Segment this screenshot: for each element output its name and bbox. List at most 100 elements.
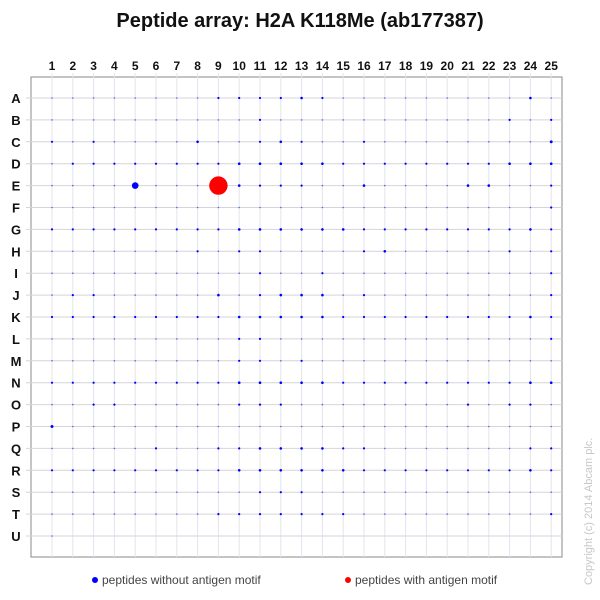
peptide-spot-L24 [529,338,532,340]
peptide-spot-E13 [300,184,303,187]
peptide-spot-L22 [488,338,490,340]
peptide-spot-R16 [362,469,366,472]
peptide-spot-F14 [321,206,324,209]
peptide-spot-J5 [134,294,136,296]
peptide-spot-R18 [404,469,407,472]
peptide-spot-L16 [363,338,365,340]
peptide-spot-B21 [467,119,469,121]
peptide-spot-F7 [176,206,178,209]
column-label: 10 [233,59,247,73]
peptide-spot-E22 [487,184,491,187]
peptide-spot-L20 [446,338,449,340]
peptide-spot-K21 [466,315,470,319]
peptide-spot-S24 [529,491,532,494]
peptide-spot-B7 [176,119,178,121]
peptide-spot-I24 [529,272,532,275]
peptide-spot-N2 [71,381,74,384]
peptide-spot-G10 [237,228,241,231]
peptide-spot-S17 [384,491,386,494]
peptide-spot-N20 [446,381,449,384]
peptide-spot-H3 [92,250,95,253]
peptide-spot-D15 [342,162,345,165]
peptide-spot-D14 [321,162,324,166]
peptide-spot-D23 [508,162,511,166]
peptide-spot-D19 [425,162,428,165]
peptide-spot-K2 [71,315,74,319]
peptide-spot-L8 [196,338,199,340]
peptide-spot-C17 [384,141,386,143]
peptide-spot-D2 [71,162,74,165]
row-label: D [11,157,20,172]
peptide-spot-F2 [72,206,74,209]
peptide-spot-R6 [154,469,158,472]
peptide-spot-Q4 [113,447,116,450]
peptide-spot-R8 [196,469,199,472]
peptide-spot-L12 [280,338,282,340]
peptide-spot-S5 [134,491,136,494]
column-label: 3 [90,59,97,73]
peptide-spot-C14 [321,141,324,143]
peptide-spot-T3 [92,513,95,515]
peptide-spot-A16 [363,97,365,99]
peptide-spot-R17 [383,469,386,472]
peptide-spot-S2 [72,491,74,494]
peptide-spot-J11 [258,294,262,297]
peptide-spot-M16 [363,360,365,362]
peptide-spot-M22 [488,360,490,362]
peptide-spot-P14 [321,425,324,428]
peptide-spot-S11 [258,491,262,494]
peptide-spot-C3 [92,140,95,143]
peptide-spot-G16 [362,228,366,231]
peptide-spot-J15 [342,294,345,296]
peptide-spot-D12 [279,162,283,166]
peptide-spot-B14 [321,119,324,121]
peptide-spot-S19 [425,491,428,494]
peptide-spot-P24 [529,425,532,428]
peptide-spot-M11 [258,359,262,362]
peptide-spot-R5 [134,469,137,472]
peptide-spot-E18 [404,184,407,187]
peptide-spot-O14 [321,403,324,406]
column-label: 25 [545,59,559,73]
peptide-spot-B17 [384,119,386,121]
peptide-spot-I13 [300,272,303,275]
peptide-spot-A23 [508,97,511,99]
peptide-spot-R20 [446,469,449,472]
peptide-spot-L18 [404,338,407,340]
peptide-spot-C25 [549,140,553,144]
peptide-spot-K3 [92,315,95,319]
peptide-spot-P21 [467,425,469,428]
row-label: H [11,244,20,259]
peptide-spot-R7 [175,469,178,472]
peptide-spot-H25 [550,250,553,253]
peptide-spot-B5 [134,119,136,121]
row-label: Q [11,441,21,456]
column-label: 8 [194,59,201,73]
peptide-spot-K15 [342,315,345,319]
peptide-spot-P25 [550,425,552,428]
peptide-spot-N8 [196,381,199,384]
peptide-spot-O1 [51,403,53,406]
peptide-spot-Q24 [529,447,532,450]
peptide-spot-G1 [50,228,54,231]
peptide-spot-N12 [279,381,283,385]
peptide-spot-G7 [175,228,178,231]
peptide-spot-O5 [134,403,136,406]
peptide-spot-J6 [155,294,157,296]
peptide-spot-E24 [529,184,532,187]
peptide-spot-M14 [321,360,324,362]
peptide-spot-T19 [425,513,428,515]
peptide-spot-H6 [155,250,157,253]
peptide-spot-B23 [508,118,511,121]
legend-label: peptides without antigen motif [102,573,261,587]
peptide-spot-N19 [425,381,428,384]
row-label: A [11,91,21,106]
peptide-spot-P22 [488,425,490,428]
peptide-spot-P11 [259,425,261,428]
peptide-spot-C21 [467,141,469,143]
peptide-spot-P4 [113,425,116,428]
peptide-spot-M5 [134,360,136,362]
peptide-spot-A18 [404,97,407,99]
peptide-spot-C8 [196,140,199,144]
